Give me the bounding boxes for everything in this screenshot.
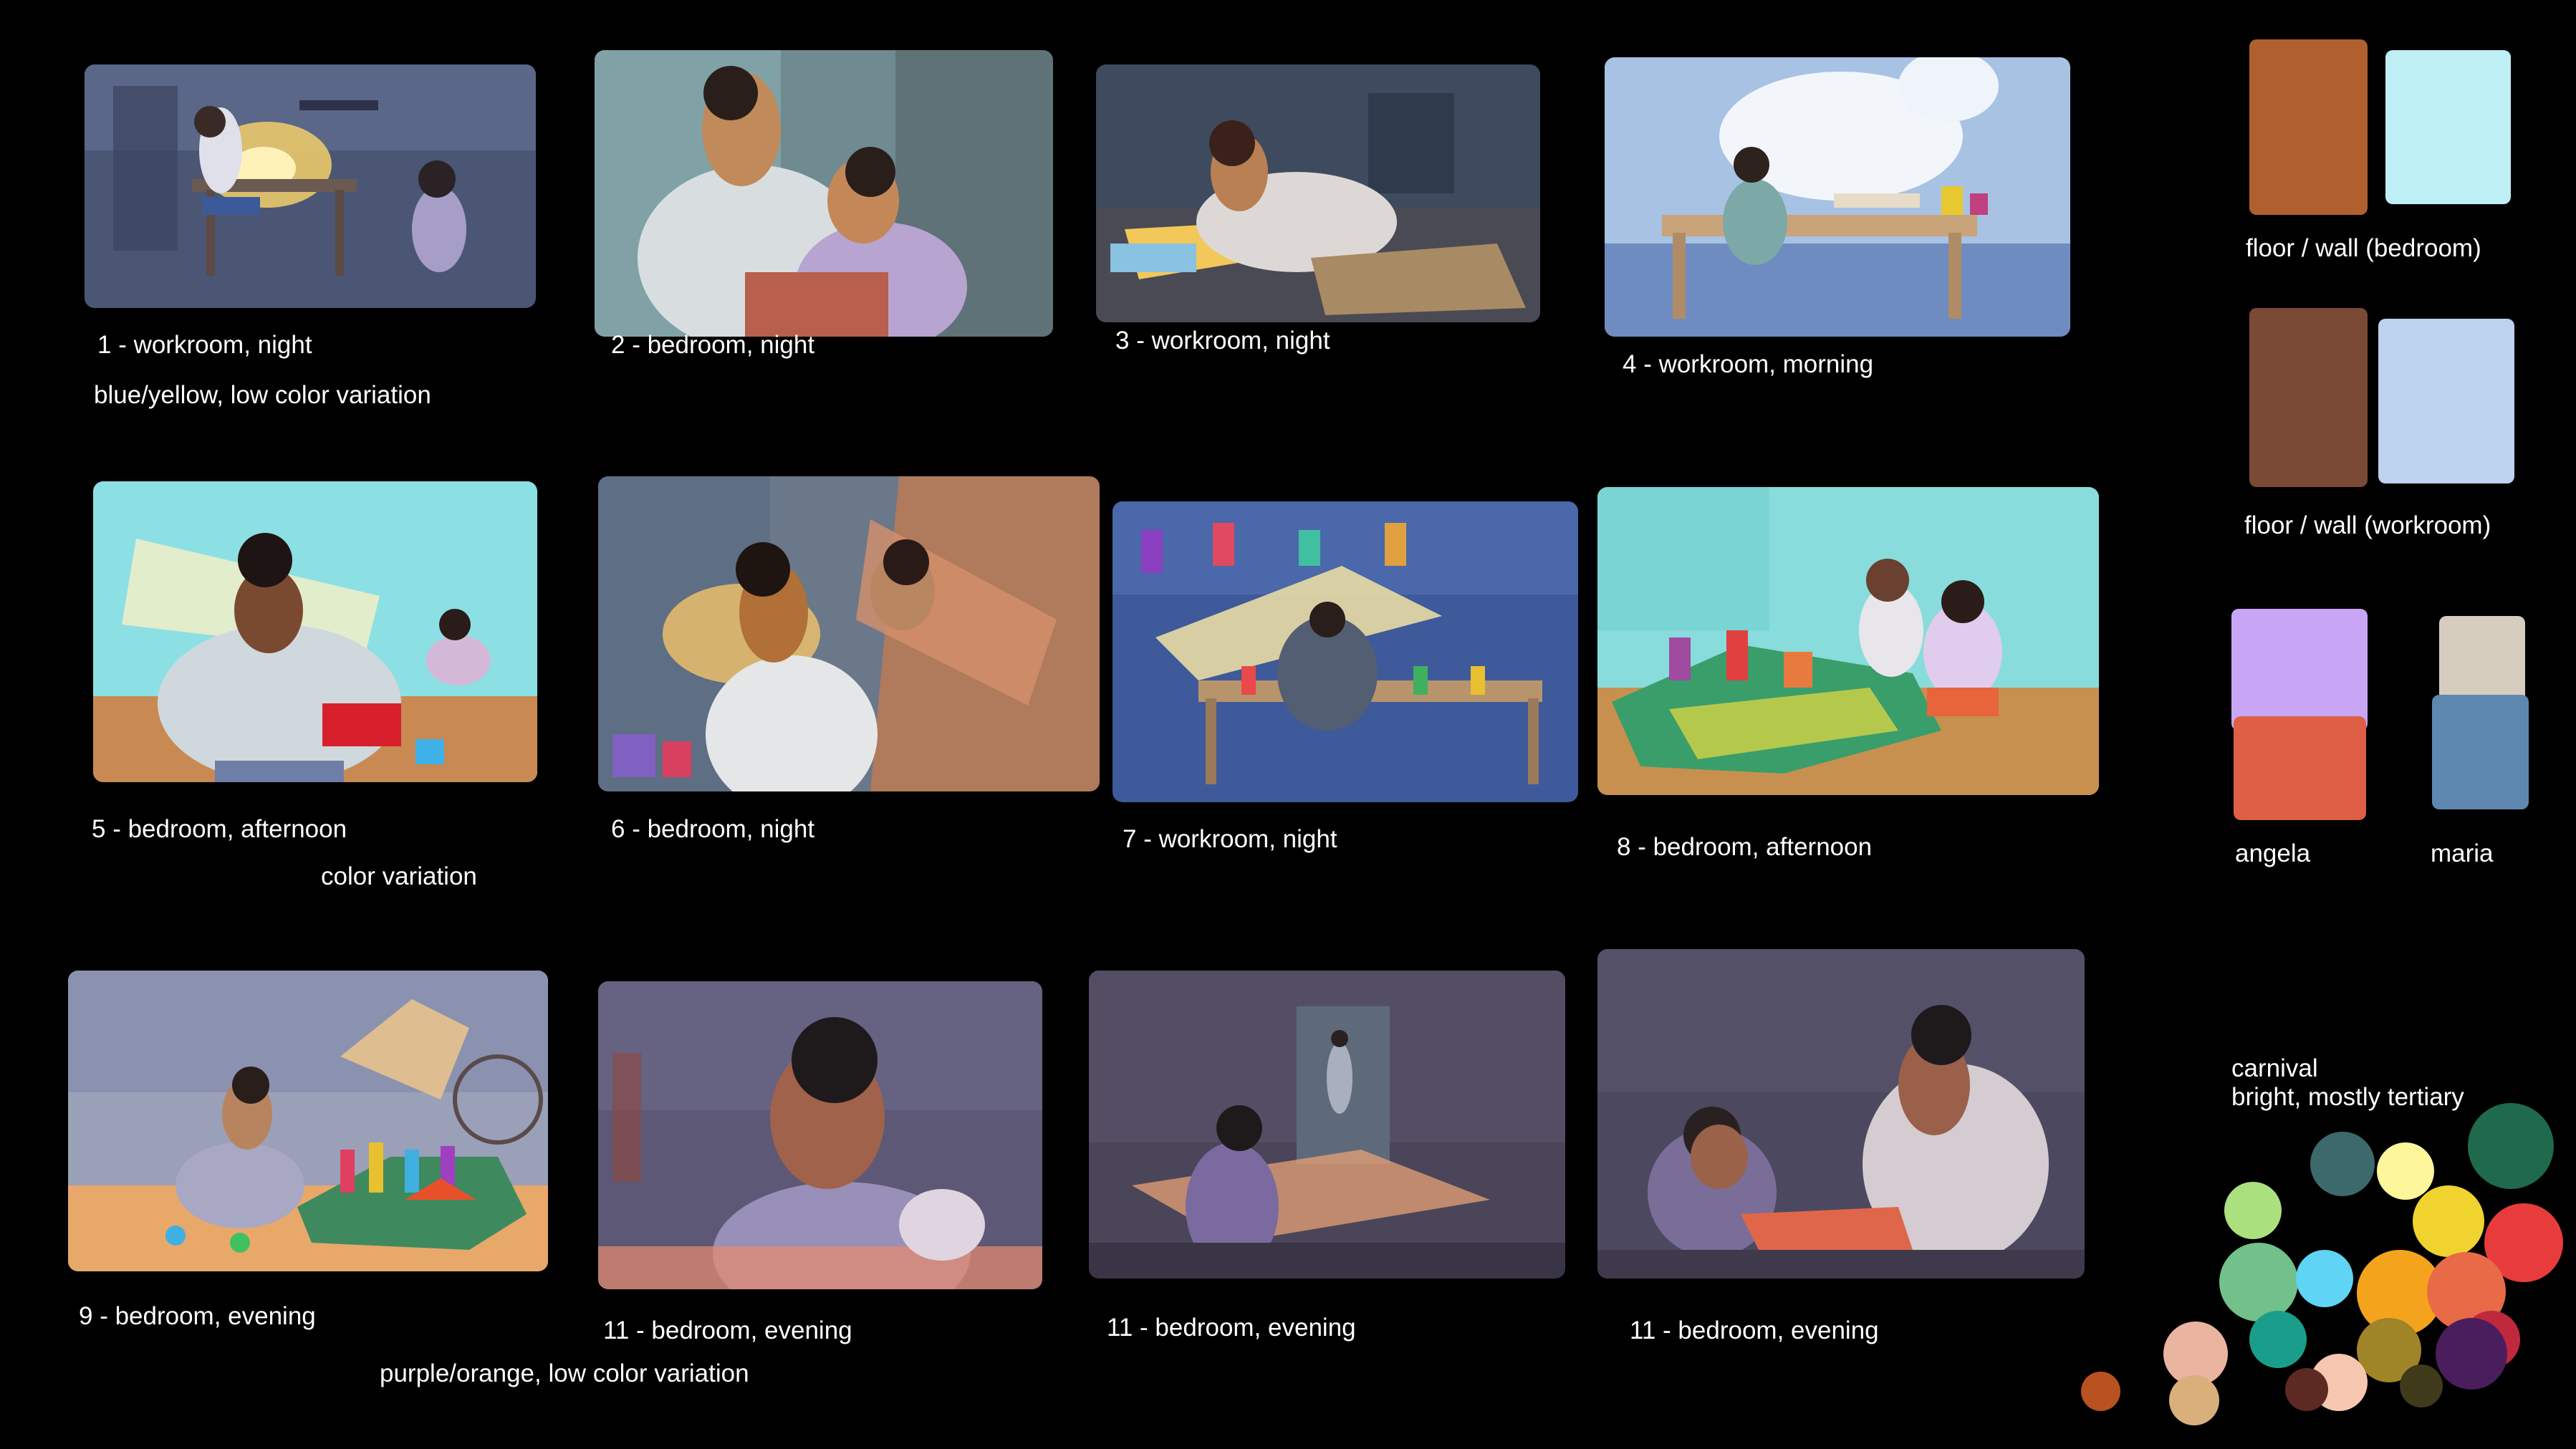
row-1-note: blue/yellow, low color variation bbox=[94, 381, 431, 409]
thumbnail-11 bbox=[1089, 971, 1565, 1279]
thumbnail-6-caption: 6 - bedroom, night bbox=[611, 815, 815, 843]
thumbnail-1 bbox=[85, 64, 536, 308]
thumbnail-9-caption: 9 - bedroom, evening bbox=[79, 1302, 316, 1330]
thumbnail-10 bbox=[598, 981, 1042, 1289]
carnival-color-dot bbox=[2377, 1142, 2434, 1200]
carnival-color-dot bbox=[2219, 1243, 2298, 1322]
carnival-color-dot bbox=[2249, 1311, 2307, 1368]
thumbnail-10-caption: 11 - bedroom, evening bbox=[603, 1316, 852, 1344]
thumbnail-3-caption: 3 - workroom, night bbox=[1115, 327, 1330, 355]
carnival-color-dot bbox=[2296, 1250, 2353, 1307]
thumbnail-4-caption: 4 - workroom, morning bbox=[1623, 350, 1874, 378]
thumbnail-12 bbox=[1597, 949, 2085, 1279]
carnival-color-dot bbox=[2169, 1375, 2219, 1425]
thumbnail-2 bbox=[595, 50, 1053, 337]
maria-label: maria bbox=[2431, 839, 2494, 867]
carnival-color-dot bbox=[2468, 1103, 2554, 1189]
carnival-color-dot bbox=[2285, 1368, 2328, 1411]
bedroom-wall-swatch bbox=[2385, 50, 2511, 204]
bedroom-palette-label: floor / wall (bedroom) bbox=[2246, 234, 2481, 262]
thumbnail-1-caption: 1 - workroom, night bbox=[97, 331, 312, 359]
thumbnail-5-caption: 5 - bedroom, afternoon bbox=[92, 815, 347, 843]
maria-swatch-top bbox=[2439, 616, 2525, 702]
thumbnail-9 bbox=[68, 971, 548, 1271]
angela-label: angela bbox=[2235, 839, 2311, 867]
thumbnail-6 bbox=[598, 476, 1100, 791]
thumbnail-8 bbox=[1597, 487, 2099, 795]
carnival-color-dot bbox=[2400, 1364, 2443, 1407]
thumbnail-4 bbox=[1605, 57, 2070, 337]
row-3-note: purple/orange, low color variation bbox=[380, 1359, 749, 1387]
carnival-color-dot bbox=[2413, 1185, 2484, 1257]
thumbnail-5 bbox=[93, 481, 537, 782]
thumbnail-2-caption: 2 - bedroom, night bbox=[611, 331, 815, 359]
maria-swatch-bottom bbox=[2432, 695, 2529, 809]
carnival-color-dot bbox=[2436, 1318, 2507, 1390]
thumbnail-8-caption: 8 - bedroom, afternoon bbox=[1617, 833, 1873, 861]
carnival-color-dot bbox=[2224, 1182, 2282, 1239]
thumbnail-7-caption: 7 - workroom, night bbox=[1123, 825, 1337, 853]
carnival-label: carnival bbox=[2231, 1054, 2318, 1082]
workroom-palette-label: floor / wall (workroom) bbox=[2244, 511, 2491, 539]
carnival-sublabel: bright, mostly tertiary bbox=[2231, 1083, 2464, 1111]
thumbnail-11-caption: 11 - bedroom, evening bbox=[1107, 1314, 1356, 1342]
carnival-color-dot bbox=[2081, 1372, 2120, 1411]
workroom-wall-swatch bbox=[2378, 319, 2514, 483]
thumbnail-12-caption: 11 - bedroom, evening bbox=[1630, 1316, 1879, 1344]
angela-swatch-top bbox=[2231, 609, 2368, 731]
workroom-floor-swatch bbox=[2249, 308, 2368, 487]
row-2-note: color variation bbox=[321, 862, 477, 890]
angela-swatch-bottom bbox=[2234, 716, 2366, 820]
thumbnail-3 bbox=[1096, 64, 1540, 322]
thumbnail-7 bbox=[1112, 501, 1578, 802]
carnival-color-dot bbox=[2310, 1132, 2375, 1196]
bedroom-floor-swatch bbox=[2249, 39, 2368, 215]
